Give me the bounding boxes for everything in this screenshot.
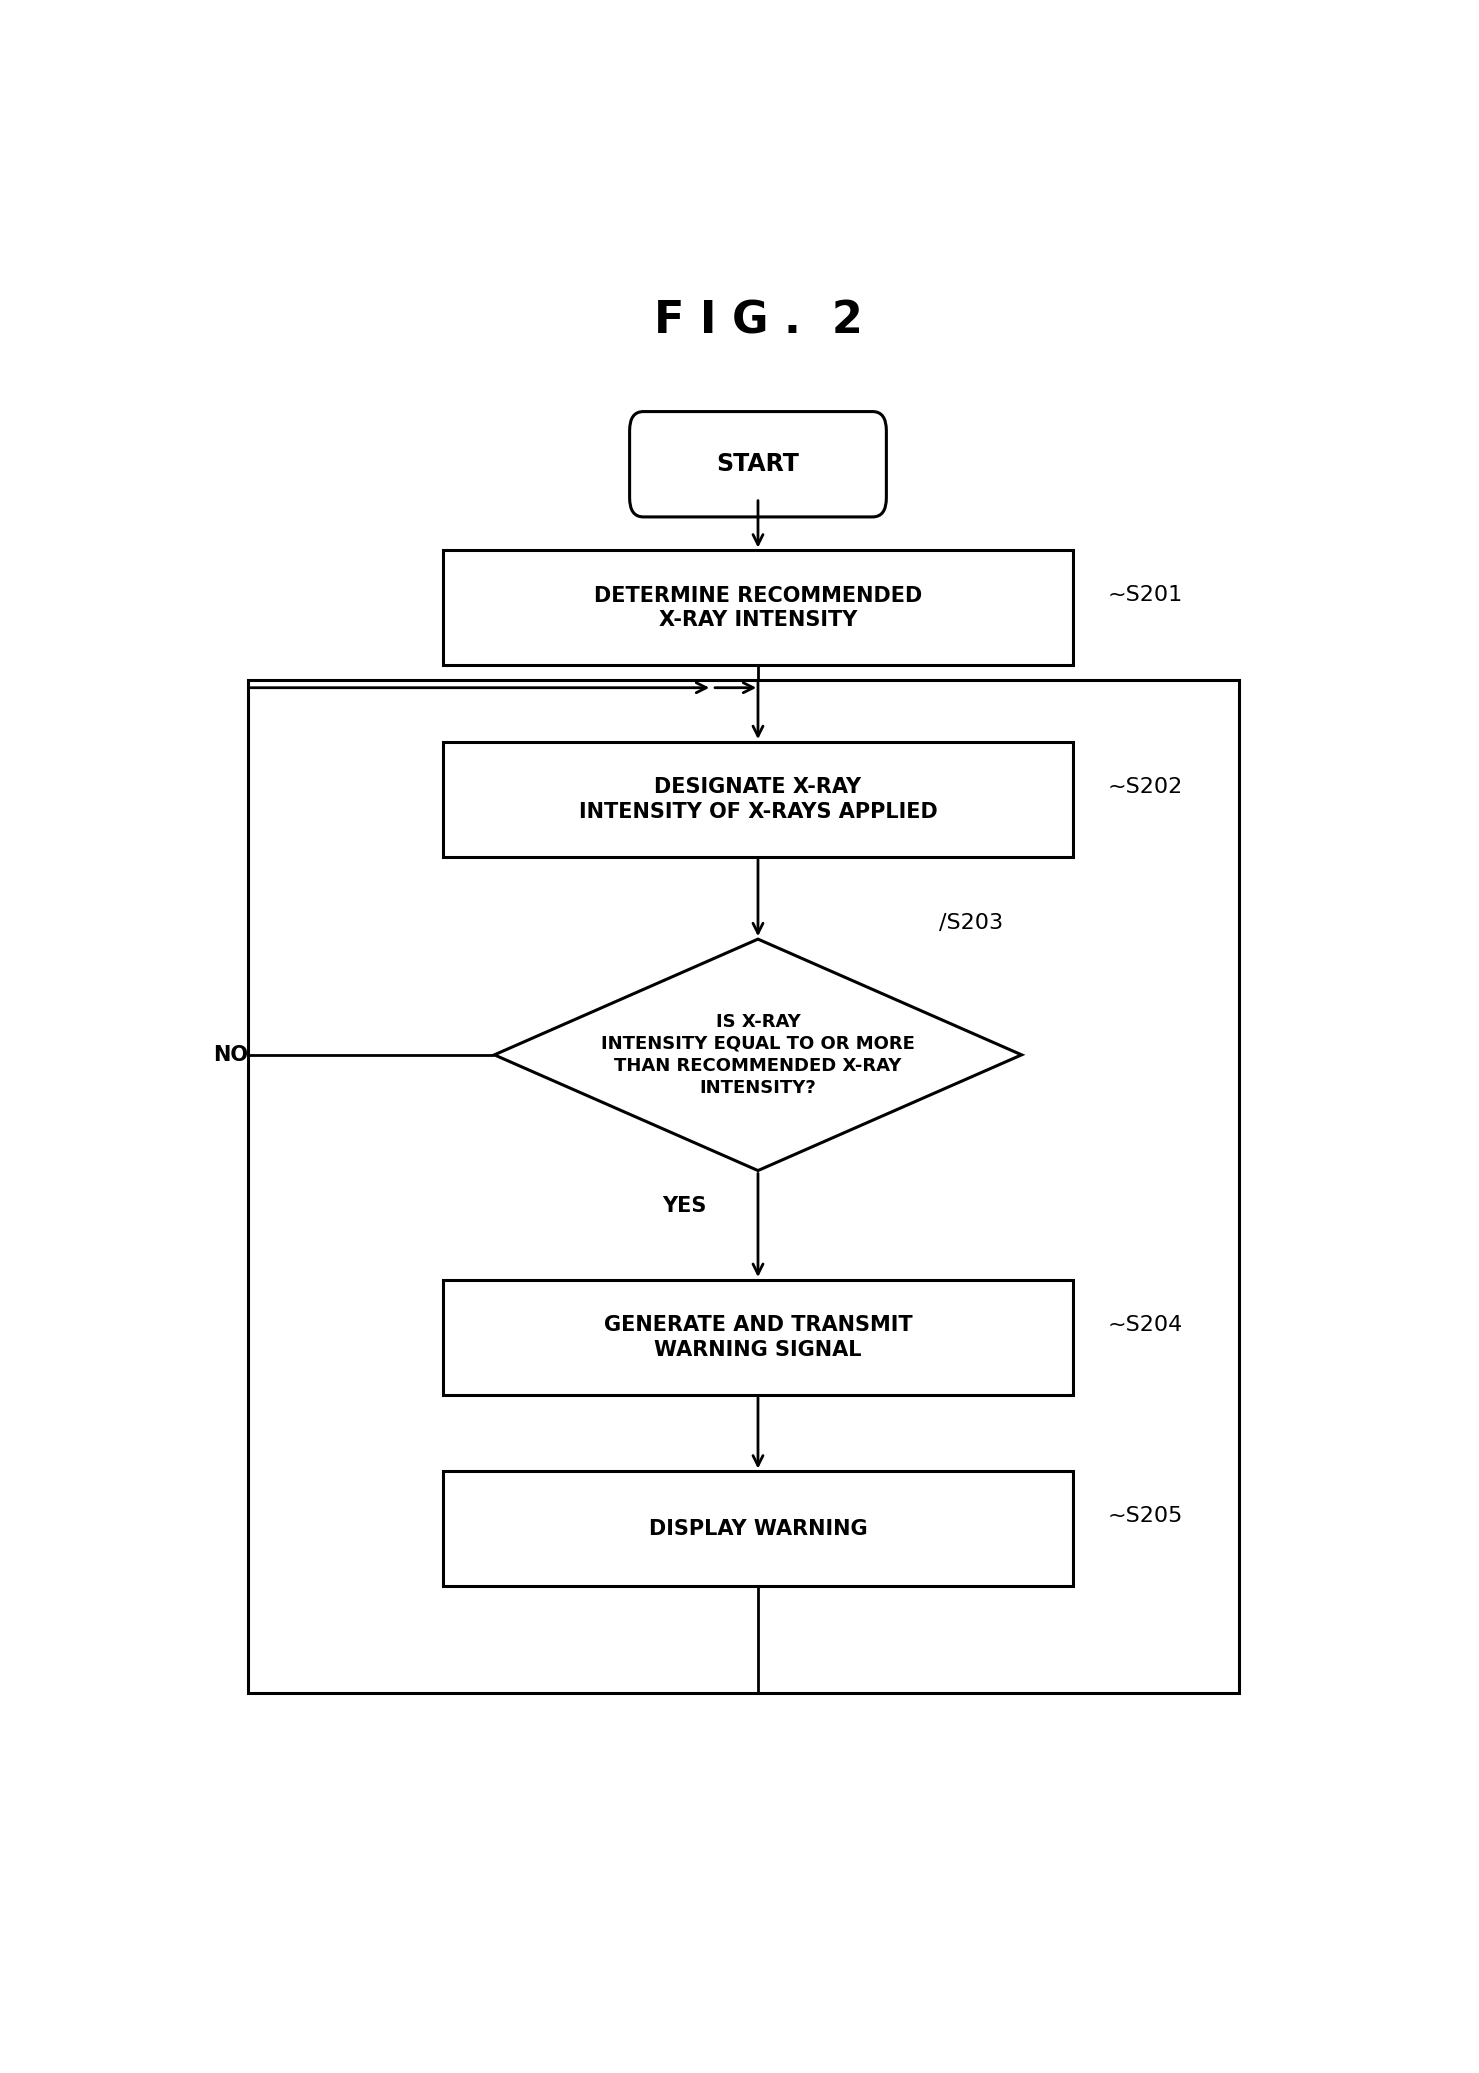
Text: DETERMINE RECOMMENDED
X-RAY INTENSITY: DETERMINE RECOMMENDED X-RAY INTENSITY	[595, 585, 921, 630]
Bar	[442, 742, 1074, 856]
Text: START: START	[716, 452, 800, 477]
Bar	[248, 680, 1239, 1694]
Text: F I G .  2: F I G . 2	[654, 299, 862, 342]
Text: ∕S203: ∕S203	[939, 914, 1003, 933]
Bar	[442, 1279, 1074, 1395]
Bar	[442, 1472, 1074, 1586]
Polygon shape	[494, 939, 1022, 1171]
FancyBboxPatch shape	[630, 413, 886, 516]
Text: ~S205: ~S205	[1108, 1507, 1183, 1526]
Text: YES: YES	[663, 1196, 707, 1217]
Text: NO: NO	[213, 1045, 248, 1066]
Text: IS X-RAY
INTENSITY EQUAL TO OR MORE
THAN RECOMMENDED X-RAY
INTENSITY?: IS X-RAY INTENSITY EQUAL TO OR MORE THAN…	[600, 1012, 916, 1097]
Bar	[442, 551, 1074, 665]
Text: ~S204: ~S204	[1108, 1314, 1183, 1335]
Text: DISPLAY WARNING: DISPLAY WARNING	[649, 1520, 867, 1538]
Text: ~S202: ~S202	[1108, 777, 1183, 796]
Text: ~S201: ~S201	[1108, 585, 1183, 605]
Text: GENERATE AND TRANSMIT
WARNING SIGNAL: GENERATE AND TRANSMIT WARNING SIGNAL	[603, 1314, 913, 1360]
Text: DESIGNATE X-RAY
INTENSITY OF X-RAYS APPLIED: DESIGNATE X-RAY INTENSITY OF X-RAYS APPL…	[578, 777, 938, 821]
